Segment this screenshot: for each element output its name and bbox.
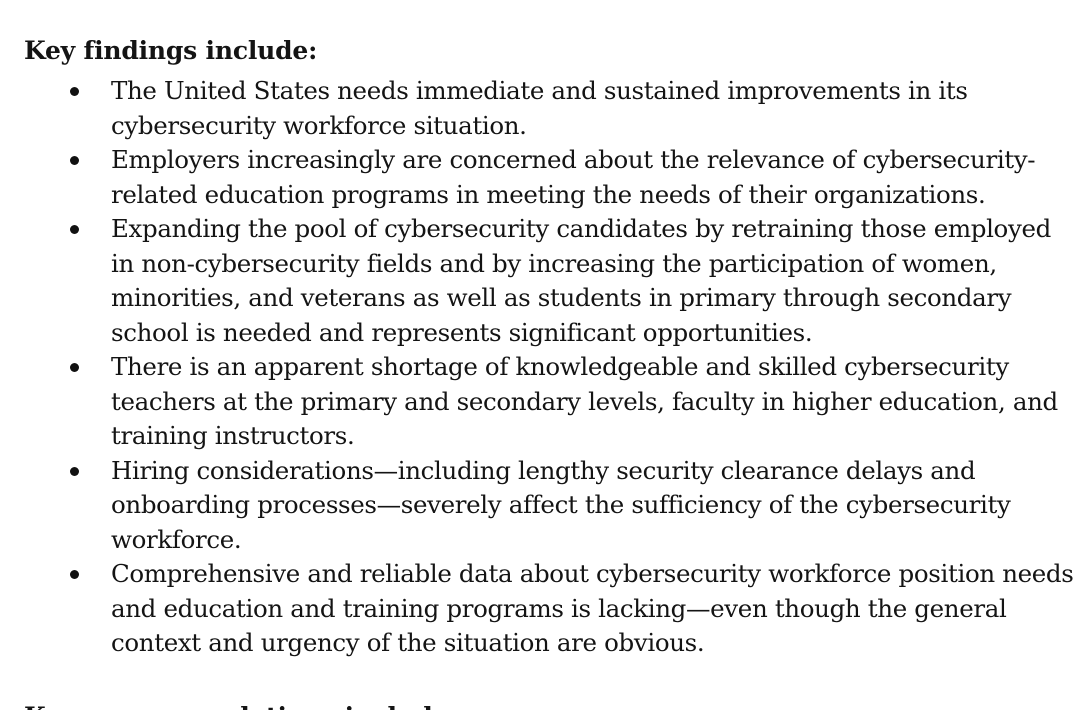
finding-text: Employers increasingly are concerned abo…: [111, 145, 1036, 209]
finding-item: The United States needs immediate and su…: [0, 74, 1080, 143]
previous-text-fragment: [292, 0, 322, 2]
next-section-heading-clip: Key recommendations include:: [24, 688, 444, 710]
bullet-icon: [70, 225, 79, 234]
finding-item: Comprehensive and reliable data about cy…: [0, 557, 1080, 661]
key-recommendations-heading: Key recommendations include:: [24, 700, 444, 710]
finding-text: There is an apparent shortage of knowled…: [111, 352, 1058, 450]
bullet-icon: [70, 156, 79, 165]
finding-text: Comprehensive and reliable data about cy…: [111, 559, 1074, 657]
finding-item: There is an apparent shortage of knowled…: [0, 350, 1080, 454]
finding-item: Employers increasingly are concerned abo…: [0, 143, 1080, 212]
finding-text: Hiring considerations—including lengthy …: [111, 455, 1011, 554]
bullet-icon: [70, 87, 79, 96]
finding-text: Expanding the pool of cybersecurity cand…: [111, 214, 1051, 347]
key-findings-heading: Key findings include:: [24, 36, 318, 65]
key-findings-list: The United States needs immediate and su…: [0, 74, 1080, 661]
finding-text: The United States needs immediate and su…: [111, 76, 968, 140]
finding-item: Expanding the pool of cybersecurity cand…: [0, 212, 1080, 350]
finding-item: Hiring considerations—including lengthy …: [0, 454, 1080, 558]
bullet-icon: [70, 570, 79, 579]
bullet-icon: [70, 363, 79, 372]
bullet-icon: [70, 466, 79, 476]
